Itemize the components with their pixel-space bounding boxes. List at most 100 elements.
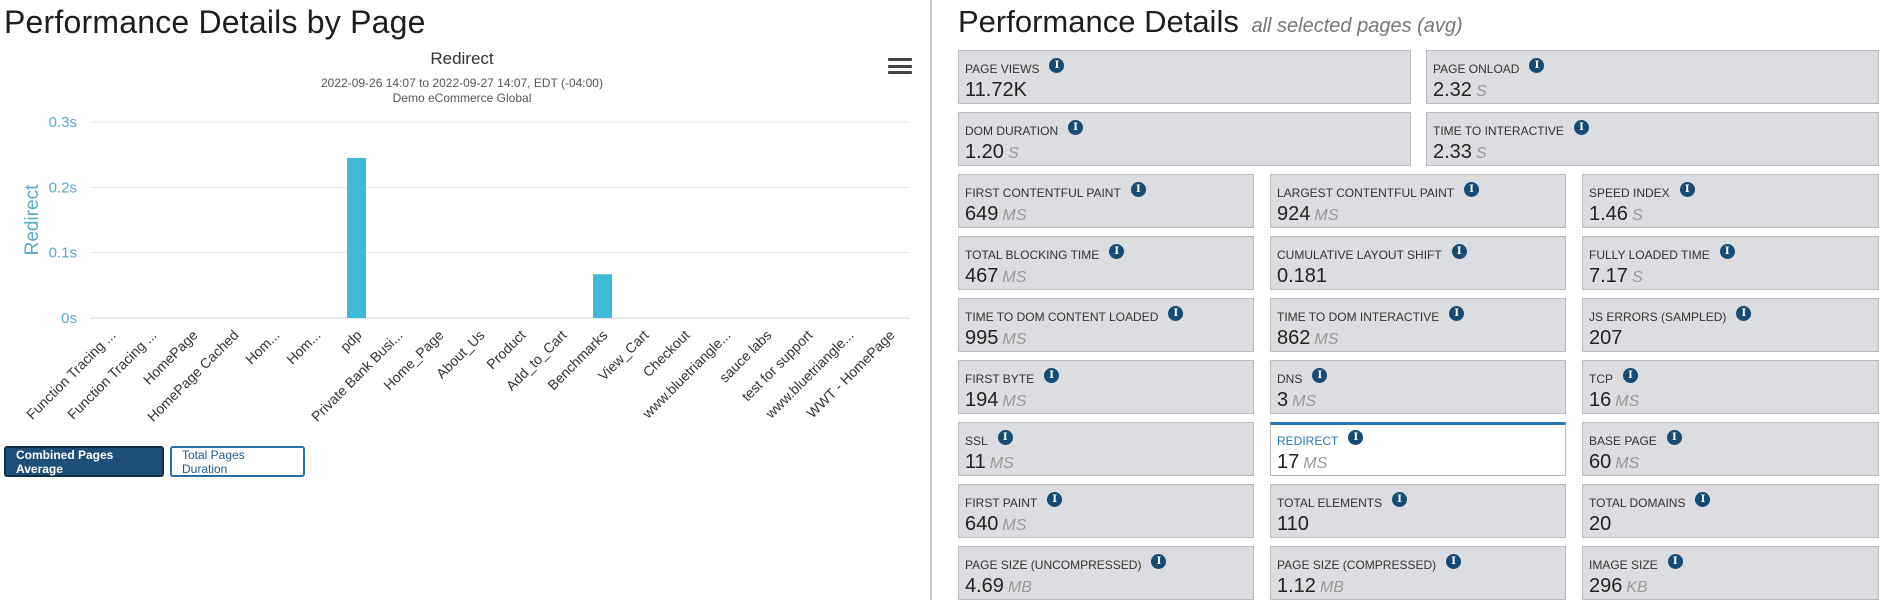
metric-card-first-byte[interactable]: First Byte i 194 MS — [958, 360, 1254, 414]
info-icon[interactable]: i — [1130, 182, 1146, 197]
metric-value-number: 11 — [965, 451, 986, 473]
metric-unit: S — [1475, 145, 1487, 162]
info-icon[interactable]: i — [1719, 244, 1735, 259]
info-icon[interactable]: i — [1736, 306, 1752, 321]
metric-card-image-size[interactable]: Image Size i 296 KB — [1582, 546, 1879, 600]
info-icon[interactable]: i — [1666, 430, 1682, 445]
metric-card-first-contentful-paint[interactable]: First Contentful Paint i 649 MS — [958, 174, 1254, 228]
metric-value-number: 60 — [1589, 451, 1612, 473]
metric-label-text: Cumulative Layout Shift — [1277, 247, 1442, 262]
metric-label-text: Page Size (Compressed) — [1277, 557, 1437, 572]
metric-label-text: Total Domains — [1589, 495, 1686, 510]
metric-label: Page Size (Uncompressed) i — [965, 554, 1167, 572]
info-icon[interactable]: i — [1464, 182, 1480, 197]
info-icon[interactable]: i — [1529, 58, 1545, 73]
metric-label-text: Base Page — [1589, 433, 1657, 448]
total-pages-duration-button[interactable]: Total Pages Duration — [170, 446, 305, 477]
performance-details-panel: Performance Details all selected pages (… — [958, 0, 1884, 600]
info-icon[interactable]: i — [1168, 306, 1184, 321]
metric-label: Time to DOM Interactive i — [1277, 306, 1465, 324]
metric-card-total-domains[interactable]: Total Domains i 20 — [1582, 484, 1879, 538]
info-icon[interactable]: i — [1695, 492, 1711, 507]
metric-label-text: Image Size — [1589, 557, 1658, 572]
info-icon[interactable]: i — [1047, 492, 1063, 507]
metric-card-time-to-dom-interactive[interactable]: Time to DOM Interactive i 862 MS — [1270, 298, 1566, 352]
hamburger-menu-icon[interactable] — [888, 58, 912, 76]
y-tick-label: 0.3s — [49, 114, 77, 131]
bar — [593, 274, 612, 318]
info-icon[interactable]: i — [1679, 182, 1695, 197]
info-icon[interactable]: i — [1573, 120, 1589, 135]
metric-label: First Paint i — [965, 492, 1063, 510]
info-icon[interactable]: i — [1392, 492, 1408, 507]
metric-card-cumulative-layout-shift[interactable]: Cumulative Layout Shift i 0.181 — [1270, 236, 1566, 290]
metric-label-text: Time to DOM Content Loaded — [965, 309, 1159, 324]
metric-label: Total Elements i — [1277, 492, 1408, 510]
y-tick-label: 0.2s — [49, 179, 77, 196]
chart-subtitle: 2022-09-26 14:07 to 2022-09-27 14:07, ED… — [321, 76, 603, 90]
metric-value: 2.33 S — [1433, 141, 1487, 164]
metric-label: Page Views i — [965, 58, 1065, 76]
metric-label: First Byte i — [965, 368, 1060, 386]
metric-card-page-onload[interactable]: Page Onload i 2.32 S — [1426, 50, 1879, 104]
combined-pages-average-button[interactable]: Combined Pages Average — [4, 446, 164, 477]
metric-value-number: 7.17 — [1589, 265, 1628, 287]
info-icon[interactable]: i — [1446, 554, 1462, 569]
metric-value: 1.46 S — [1589, 203, 1643, 226]
metric-card-dom-duration[interactable]: DOM Duration i 1.20 S — [958, 112, 1411, 166]
metric-card-speed-index[interactable]: Speed Index i 1.46 S — [1582, 174, 1879, 228]
metric-label: Total Domains i — [1589, 492, 1711, 510]
info-icon[interactable]: i — [1348, 430, 1364, 445]
metric-label: Cumulative Layout Shift i — [1277, 244, 1467, 262]
metric-card-total-elements[interactable]: Total Elements i 110 — [1270, 484, 1566, 538]
x-tick-label: Hom... — [283, 327, 323, 367]
metric-label: JS Errors (Sampled) i — [1589, 306, 1752, 324]
metric-label: Fully Loaded Time i — [1589, 244, 1735, 262]
metric-card-first-paint[interactable]: First Paint i 640 MS — [958, 484, 1254, 538]
metric-value: 4.69 MB — [965, 575, 1032, 598]
metric-unit: S — [1631, 269, 1643, 286]
metric-card-redirect[interactable]: Redirect i 17 MS — [1270, 422, 1566, 476]
metric-unit: MS — [1002, 269, 1027, 286]
metric-label-text: TCP — [1589, 371, 1613, 386]
metric-card-time-to-dom-content-loaded[interactable]: Time to DOM Content Loaded i 995 MS — [958, 298, 1254, 352]
info-icon[interactable]: i — [1044, 368, 1060, 383]
metric-card-ssl[interactable]: SSL i 11 MS — [958, 422, 1254, 476]
details-subtitle: all selected pages (avg) — [1251, 15, 1463, 37]
metric-card-js-errors-sampled[interactable]: JS Errors (Sampled) i 207 — [1582, 298, 1879, 352]
info-icon[interactable]: i — [1667, 554, 1683, 569]
metric-card-page-size-compressed[interactable]: Page Size (Compressed) i 1.12 MB — [1270, 546, 1566, 600]
metric-card-page-size-uncompressed[interactable]: Page Size (Uncompressed) i 4.69 MB — [958, 546, 1254, 600]
metric-label-text: Page Onload — [1433, 61, 1520, 76]
panel-divider — [930, 0, 932, 600]
info-icon[interactable]: i — [1151, 554, 1167, 569]
info-icon[interactable]: i — [1451, 244, 1467, 259]
metric-label-text: Time to Interactive — [1433, 123, 1564, 138]
metric-card-page-views[interactable]: Page Views i 11.72K — [958, 50, 1411, 104]
metric-value-number: 110 — [1277, 513, 1309, 535]
metric-value: 2.32 S — [1433, 79, 1487, 102]
metric-card-tcp[interactable]: TCP i 16 MS — [1582, 360, 1879, 414]
details-title: Performance Details all selected pages (… — [958, 4, 1463, 40]
x-tick-label: pdp — [337, 327, 365, 355]
info-icon[interactable]: i — [1449, 306, 1465, 321]
metric-card-total-blocking-time[interactable]: Total Blocking Time i 467 MS — [958, 236, 1254, 290]
metric-card-base-page[interactable]: Base Page i 60 MS — [1582, 422, 1879, 476]
info-icon[interactable]: i — [1109, 244, 1125, 259]
metric-value: 3 MS — [1277, 389, 1316, 412]
info-icon[interactable]: i — [1623, 368, 1638, 383]
metric-unit: MS — [989, 455, 1014, 472]
info-icon[interactable]: i — [997, 430, 1013, 445]
info-icon[interactable]: i — [1068, 120, 1084, 135]
metric-card-time-to-interactive[interactable]: Time to Interactive i 2.33 S — [1426, 112, 1879, 166]
info-icon[interactable]: i — [1312, 368, 1328, 383]
metric-card-dns[interactable]: DNS i 3 MS — [1270, 360, 1566, 414]
metric-value-number: 924 — [1277, 203, 1311, 225]
metric-label: Time to DOM Content Loaded i — [965, 306, 1184, 324]
metric-value-number: 2.33 — [1433, 141, 1472, 163]
metric-card-fully-loaded-time[interactable]: Fully Loaded Time i 7.17 S — [1582, 236, 1879, 290]
redirect-bar-chart: Redirect 2022-09-26 14:07 to 2022-09-27 1… — [22, 49, 910, 425]
metric-card-largest-contentful-paint[interactable]: Largest Contentful Paint i 924 MS — [1270, 174, 1566, 228]
info-icon[interactable]: i — [1049, 58, 1065, 73]
metric-unit: MS — [1292, 393, 1317, 410]
